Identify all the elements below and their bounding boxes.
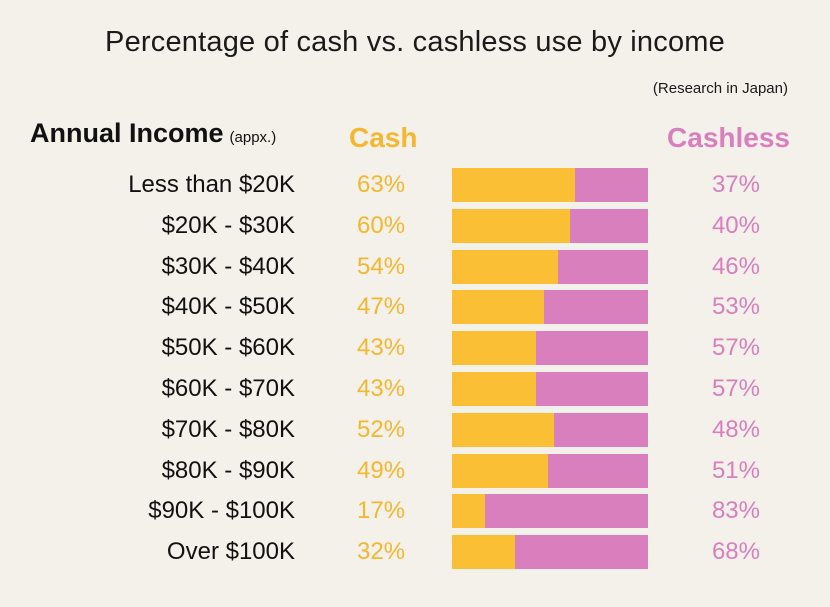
income-label: $40K - $50K — [161, 293, 295, 321]
cashless-percent-label: 51% — [711, 456, 760, 484]
income-header-sub: (appx.) — [229, 129, 277, 146]
cash-bar-segment — [452, 249, 558, 284]
table-row: $90K - $100K 17% 83% — [0, 492, 830, 530]
cash-percent-label: 52% — [357, 415, 406, 443]
cash-bar-segment — [452, 208, 570, 243]
table-row: $80K - $90K 49% 51% — [0, 452, 830, 490]
cashless-bar-segment — [536, 372, 648, 406]
cashless-percent-label: 48% — [711, 415, 760, 443]
stacked-bar — [452, 208, 648, 243]
stacked-bar — [452, 535, 648, 570]
cash-percent-label: 60% — [357, 211, 406, 239]
income-label: $60K - $70K — [161, 375, 295, 402]
cashless-percent-label: 53% — [711, 293, 760, 321]
table-row: $20K - $30K 60% 40% — [0, 207, 830, 245]
chart-title: Percentage of cash vs. cashless use by i… — [105, 26, 725, 58]
stacked-bar — [452, 331, 648, 366]
cashless-percent-label: 37% — [711, 171, 760, 198]
cashless-percent-label: 83% — [711, 497, 760, 525]
source-note: (Research in Japan) — [652, 80, 788, 97]
stacked-bar — [452, 453, 648, 488]
cash-bar-segment — [452, 412, 554, 447]
table-row: $40K - $50K 47% 53% — [0, 288, 830, 326]
cash-column-header: Cash — [349, 122, 418, 153]
cashless-bar-segment — [485, 494, 648, 529]
cashless-bar-segment — [544, 290, 648, 325]
cash-bar-segment — [452, 331, 536, 366]
income-label: Less than $20K — [128, 171, 295, 198]
cash-percent-label: 47% — [357, 293, 406, 321]
table-row: $30K - $40K 54% 46% — [0, 248, 830, 286]
table-row: $70K - $80K 52% 48% — [0, 411, 830, 449]
income-label: $50K - $60K — [161, 334, 295, 362]
cash-percent-label: 17% — [357, 497, 406, 525]
cashless-bar-segment — [570, 208, 648, 243]
cash-bar-segment — [452, 494, 485, 529]
income-label: $70K - $80K — [161, 415, 295, 443]
cash-percent-label: 49% — [357, 456, 406, 484]
cash-bar-segment — [452, 290, 544, 325]
cashless-bar-segment — [515, 535, 648, 570]
cash-bar-segment — [452, 372, 536, 406]
cash-percent-label: 43% — [357, 375, 406, 402]
cash-percent-label: 63% — [357, 171, 406, 198]
cashless-percent-label: 57% — [711, 334, 760, 362]
table-row: $60K - $70K 43% 57% — [0, 370, 830, 408]
cashless-percent-label: 46% — [711, 252, 760, 280]
cashless-bar-segment — [575, 168, 648, 202]
cash-percent-label: 32% — [357, 538, 406, 566]
cashless-percent-label: 68% — [711, 538, 760, 566]
stacked-bar — [452, 168, 648, 202]
income-label: Over $100K — [166, 538, 295, 566]
cashless-percent-label: 57% — [711, 375, 760, 402]
cash-percent-label: 54% — [357, 252, 406, 280]
cashless-bar-segment — [536, 331, 648, 366]
cashless-bar-segment — [548, 453, 648, 488]
stacked-bar — [452, 372, 648, 406]
cashless-bar-segment — [558, 249, 648, 284]
table-row: Over $100K 32% 68% — [0, 533, 830, 571]
cash-bar-segment — [452, 168, 575, 202]
stacked-bar — [452, 290, 648, 325]
income-header-label: Annual Income — [30, 118, 224, 148]
income-label: $90K - $100K — [148, 497, 295, 525]
cashless-bar-segment — [554, 412, 648, 447]
table-row: Less than $20K 63% 37% — [0, 166, 830, 204]
table-row: $50K - $60K 43% 57% — [0, 329, 830, 367]
income-label: $30K - $40K — [161, 252, 295, 280]
cash-bar-segment — [452, 453, 548, 488]
cash-percent-label: 43% — [357, 334, 406, 362]
cashless-percent-label: 40% — [711, 211, 760, 239]
cash-bar-segment — [452, 535, 515, 570]
stacked-bar — [452, 249, 648, 284]
stacked-bar — [452, 412, 648, 447]
cashless-column-header: Cashless — [667, 122, 790, 153]
income-label: $80K - $90K — [161, 456, 295, 484]
stacked-bar — [452, 494, 648, 529]
income-column-header: Annual Income (appx.) — [30, 118, 276, 149]
income-label: $20K - $30K — [161, 211, 295, 239]
